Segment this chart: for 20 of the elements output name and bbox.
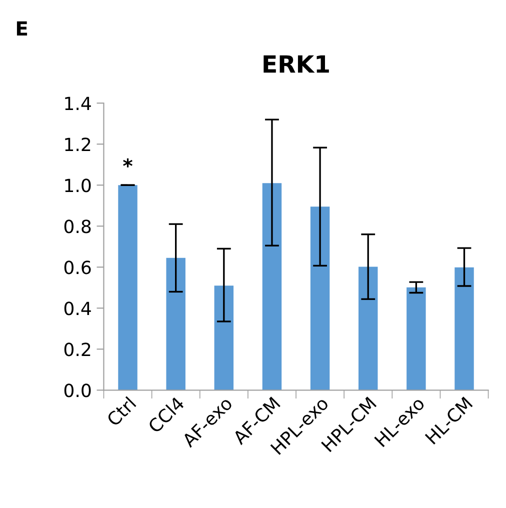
text: E — [16, 21, 28, 36]
bar — [118, 185, 138, 390]
y-tick-label: 0.6 — [64, 260, 91, 274]
bar — [214, 286, 234, 390]
y-tick-label: 1.4 — [65, 96, 91, 110]
bar — [262, 183, 282, 390]
bar — [310, 206, 330, 390]
x-tick-label: Ctrl — [106, 396, 136, 427]
annotation: * — [123, 158, 132, 168]
y-tick-label: 0.2 — [64, 342, 90, 356]
y-tick-label: 0.8 — [64, 220, 91, 234]
y-tick-label: 1.0 — [65, 178, 91, 192]
y-tick-label: 0.0 — [64, 384, 91, 398]
bar — [358, 266, 378, 390]
y-tick-label: 0.4 — [64, 302, 91, 316]
bar — [406, 287, 426, 390]
y-tick-label: 1.2 — [65, 138, 90, 151]
bar — [166, 258, 186, 390]
bar — [454, 267, 474, 390]
chart-title: ERK1 — [264, 55, 329, 73]
